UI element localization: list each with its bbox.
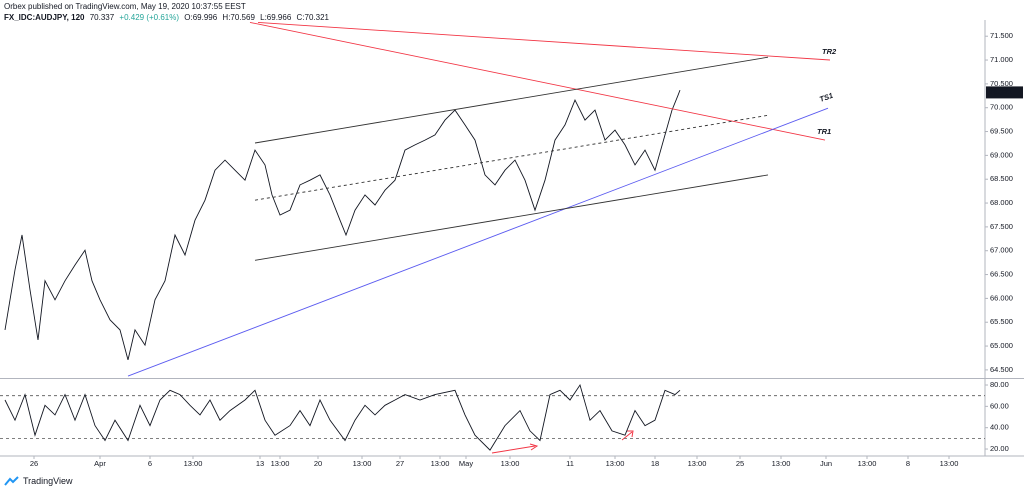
series-line — [4, 383, 681, 451]
logo — [4, 476, 19, 486]
x-tick-label: 13:00 — [271, 459, 290, 468]
x-tick-label: May — [459, 459, 473, 468]
low: L:69.966 — [260, 13, 292, 22]
y-tick-label: 70.000 — [990, 103, 1013, 112]
last-price-label: 70.321 — [989, 87, 1012, 96]
series-line — [4, 89, 681, 361]
y-tick-label: 68.500 — [990, 174, 1013, 183]
y-tick-label: 67.500 — [990, 222, 1013, 231]
x-tick-label: 13:00 — [772, 459, 791, 468]
y-tick-label: 64.500 — [990, 365, 1013, 374]
y-tick-label: 40.00 — [990, 423, 1009, 432]
quote-line: FX_IDC:AUDJPY, 120 70.337 +0.429 (+0.61%… — [4, 12, 332, 23]
series-line — [254, 174, 769, 261]
y-tick-label: 80.00 — [990, 380, 1009, 389]
series-line — [254, 56, 769, 144]
x-tick-label: 27 — [396, 459, 404, 468]
chart: 64.500 65.000 65.500 66.000 66.500 67.000 67.5… — [0, 20, 1024, 468]
x-tick-label: 13:00 — [688, 459, 707, 468]
arrow-head — [627, 430, 634, 438]
line-label: TS1 — [818, 91, 834, 104]
x-tick-label: Jun — [820, 459, 832, 468]
close: C:70.321 — [296, 13, 329, 22]
header: Orbex published on TradingView.com, May … — [4, 1, 332, 23]
x-tick-label: 13:00 — [940, 459, 959, 468]
footer: TradingView — [4, 476, 73, 486]
arrow-head — [529, 443, 539, 451]
divergence-arrow — [491, 445, 536, 454]
brand: TradingView — [23, 476, 73, 486]
series-line — [257, 21, 831, 61]
y-tick-label: 69.000 — [990, 150, 1013, 159]
x-tick-label: Apr — [94, 459, 106, 468]
line-label: TR1 — [817, 127, 831, 136]
x-tick-label: 8 — [906, 459, 910, 468]
series-line — [127, 107, 829, 377]
y-tick-label: 70.500 — [990, 79, 1013, 88]
y-tick-label: 65.000 — [990, 341, 1013, 350]
x-tick-label: 6 — [148, 459, 152, 468]
y-tick-label: 60.00 — [990, 401, 1009, 410]
y-tick-label: 66.000 — [990, 293, 1013, 302]
last-price-box — [986, 86, 1023, 99]
symbol: FX_IDC:AUDJPY, 120 — [4, 13, 85, 22]
y-tick-label: 71.500 — [990, 31, 1013, 40]
x-tick-label: 18 — [651, 459, 659, 468]
x-tick-label: 13:00 — [606, 459, 625, 468]
line-label: TR2 — [822, 47, 837, 56]
x-tick-label: 13:00 — [431, 459, 450, 468]
high: H:70.569 — [222, 13, 255, 22]
y-tick-label: 20.00 — [990, 444, 1009, 453]
x-tick-label: 11 — [566, 459, 574, 468]
x-tick-label: 13 — [256, 459, 264, 468]
divergence-arrow — [621, 431, 633, 441]
y-tick-label: 68.000 — [990, 198, 1013, 207]
x-tick-label: 13:00 — [353, 459, 372, 468]
x-tick-label: 26 — [30, 459, 38, 468]
y-tick-label: 66.500 — [990, 270, 1013, 279]
open: O:69.996 — [184, 13, 218, 22]
x-tick-label: 13:00 — [501, 459, 520, 468]
x-tick-label: 25 — [736, 459, 744, 468]
series-line — [249, 21, 826, 141]
y-tick-label: 65.500 — [990, 317, 1013, 326]
change: +0.429 (+0.61%) — [119, 13, 180, 22]
y-tick-label: 67.000 — [990, 246, 1013, 255]
x-tick-label: 13:00 — [858, 459, 877, 468]
last: 70.337 — [89, 13, 115, 22]
y-tick-label: 71.000 — [990, 55, 1013, 64]
series-line — [254, 114, 769, 201]
y-tick-label: 69.500 — [990, 127, 1013, 136]
x-tick-label: 20 — [314, 459, 322, 468]
x-tick-label: 13:00 — [184, 459, 203, 468]
publisher: Orbex published on TradingView.com, May … — [4, 2, 246, 11]
